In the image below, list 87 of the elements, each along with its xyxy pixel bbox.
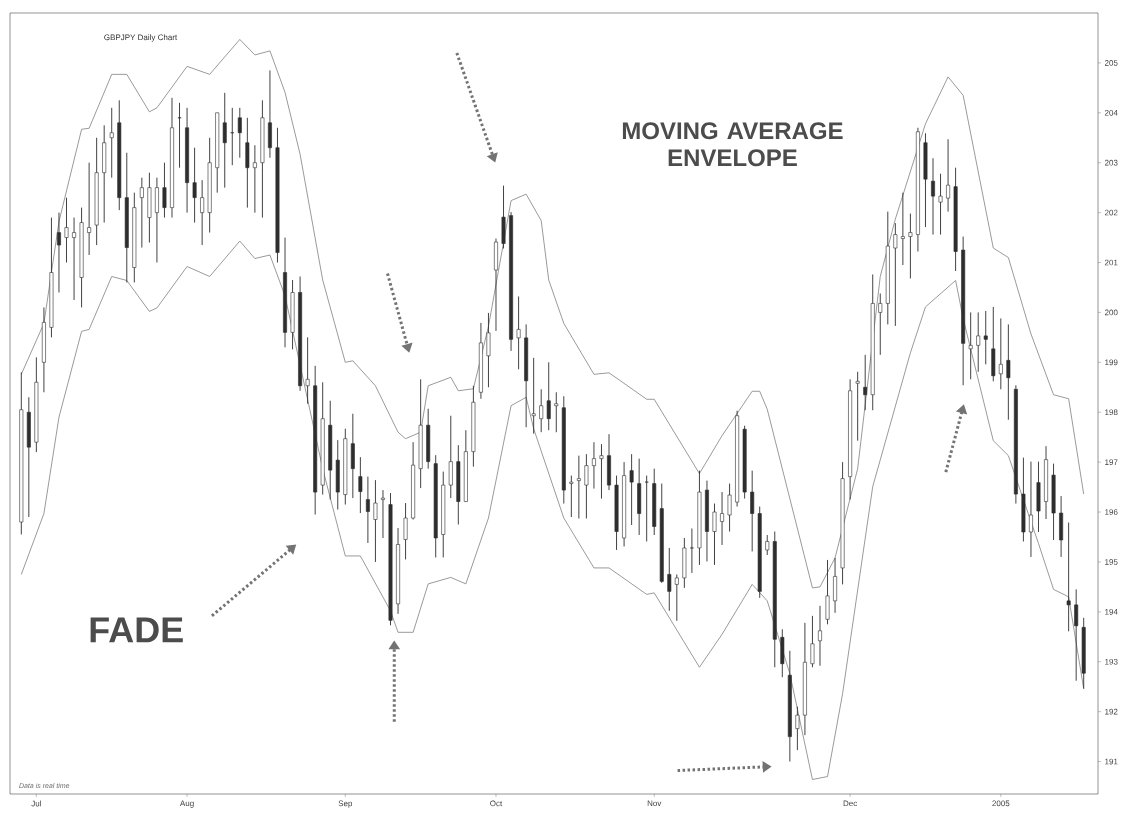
y-tick-label: 199 [1105, 359, 1118, 366]
candlestick [64, 197, 69, 263]
candlestick [1066, 522, 1071, 632]
candlestick [305, 336, 310, 405]
candlestick [1029, 461, 1033, 558]
y-tick-label: 195 [1105, 559, 1118, 565]
y-tick-label: 198 [1105, 409, 1118, 416]
candlestick [222, 92, 227, 189]
candlestick [72, 217, 77, 301]
candlestick [546, 361, 551, 431]
candlestick [448, 415, 453, 499]
x-tick-label: Nov [647, 800, 662, 807]
y-tick-label: 191 [1105, 758, 1118, 765]
candlestick [576, 455, 581, 519]
candlestick [674, 573, 679, 622]
x-tick-label: Aug [179, 800, 194, 808]
candlestick [900, 192, 905, 266]
candlestick [486, 312, 491, 388]
y-tick-label: 194 [1105, 609, 1118, 615]
candlestick [539, 388, 544, 433]
candlestick [57, 212, 61, 293]
candlestick [1006, 323, 1011, 421]
candlestick [591, 441, 596, 490]
x-tick-label: Jul [31, 800, 41, 807]
y-tick-label: 196 [1105, 509, 1118, 515]
candlestick [667, 547, 672, 612]
candlestick [795, 706, 800, 751]
candlestick [689, 528, 694, 574]
y-tick-label: 204 [1104, 109, 1118, 116]
candlestick [976, 311, 981, 373]
y-tick-label: 205 [1104, 60, 1118, 66]
candlestick [908, 213, 913, 279]
candlestick [893, 222, 898, 327]
candlestick [825, 559, 830, 625]
candlestick [139, 177, 144, 248]
candlestick [629, 453, 634, 526]
candlestick [200, 179, 205, 246]
candlestick [373, 479, 378, 563]
candlestick [983, 310, 988, 365]
x-tick-label: 2005 [992, 800, 1010, 807]
candlestick [863, 354, 868, 411]
candlestick [938, 173, 943, 236]
candlestick [946, 138, 951, 213]
candlestick [727, 483, 732, 532]
candlestick [720, 491, 724, 546]
candlestick [403, 502, 408, 560]
candlestick [712, 503, 717, 566]
annotation: MOVING AVERAGE ENVELOPE [622, 122, 843, 167]
text: GBPJPY Daily Chart [104, 34, 178, 42]
candlestick [878, 293, 883, 356]
candlestick [931, 157, 935, 236]
candlestick [968, 311, 973, 380]
y-tick-label: 197 [1105, 459, 1118, 465]
candlestick [569, 475, 574, 518]
candlestick [87, 162, 92, 256]
x-tick-label: Sep [338, 800, 353, 808]
candlestick [162, 162, 167, 219]
y-tick-label: 200 [1104, 309, 1118, 316]
candlestick [818, 605, 822, 667]
y-tick-label: 202 [1104, 209, 1118, 216]
candlestick [644, 475, 649, 542]
line-series [20, 240, 1085, 780]
candlestick [237, 107, 242, 159]
candlestick [381, 489, 385, 539]
candlestick [584, 453, 589, 519]
y-tick-label: 201 [1104, 259, 1118, 266]
candlestick [599, 443, 604, 500]
candlestick [109, 107, 114, 179]
y-tick-label: 192 [1105, 708, 1118, 715]
candlestick [1074, 588, 1079, 682]
annotation: FADE [90, 617, 183, 643]
candlestick [765, 534, 770, 556]
candlestick [554, 391, 559, 433]
x-tick-label: Dec [843, 800, 858, 807]
candlestick [252, 144, 257, 214]
y-tick-label: 193 [1105, 658, 1118, 665]
y-tick-label: 203 [1104, 159, 1118, 166]
candlestick [358, 456, 363, 514]
x-tick-label: Oct [490, 800, 503, 807]
candlestick [531, 357, 536, 435]
candlestick [750, 470, 755, 552]
candlestick [516, 296, 521, 370]
candlestick [365, 476, 370, 544]
candlestick [810, 615, 815, 668]
candlestick [855, 371, 860, 442]
candlestick [192, 147, 197, 224]
candlestick [998, 317, 1003, 390]
